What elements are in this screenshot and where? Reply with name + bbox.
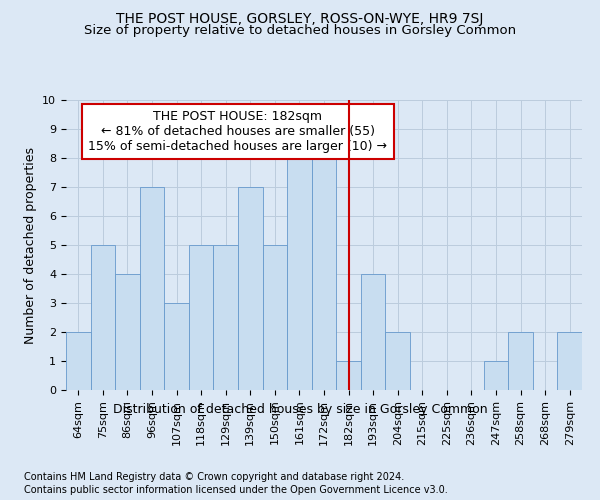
- Y-axis label: Number of detached properties: Number of detached properties: [24, 146, 37, 344]
- Text: THE POST HOUSE, GORSLEY, ROSS-ON-WYE, HR9 7SJ: THE POST HOUSE, GORSLEY, ROSS-ON-WYE, HR…: [116, 12, 484, 26]
- Text: Size of property relative to detached houses in Gorsley Common: Size of property relative to detached ho…: [84, 24, 516, 37]
- Bar: [238, 187, 263, 390]
- Bar: [140, 187, 164, 390]
- Bar: [312, 158, 336, 390]
- Bar: [263, 245, 287, 390]
- Bar: [385, 332, 410, 390]
- Bar: [557, 332, 582, 390]
- Bar: [91, 245, 115, 390]
- Text: Distribution of detached houses by size in Gorsley Common: Distribution of detached houses by size …: [113, 402, 487, 415]
- Text: Contains public sector information licensed under the Open Government Licence v3: Contains public sector information licen…: [24, 485, 448, 495]
- Bar: [287, 158, 312, 390]
- Bar: [164, 303, 189, 390]
- Text: Contains HM Land Registry data © Crown copyright and database right 2024.: Contains HM Land Registry data © Crown c…: [24, 472, 404, 482]
- Bar: [484, 361, 508, 390]
- Bar: [66, 332, 91, 390]
- Bar: [336, 361, 361, 390]
- Bar: [508, 332, 533, 390]
- Bar: [214, 245, 238, 390]
- Text: THE POST HOUSE: 182sqm
← 81% of detached houses are smaller (55)
15% of semi-det: THE POST HOUSE: 182sqm ← 81% of detached…: [88, 110, 388, 153]
- Bar: [189, 245, 214, 390]
- Bar: [361, 274, 385, 390]
- Bar: [115, 274, 140, 390]
